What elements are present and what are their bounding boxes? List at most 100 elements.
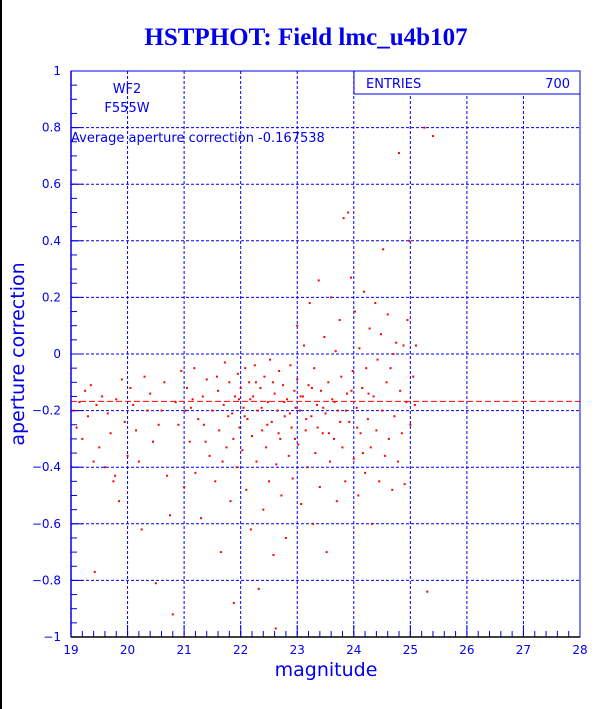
data-point	[296, 324, 299, 327]
data-point	[332, 437, 335, 440]
data-point	[297, 443, 300, 446]
data-point	[347, 211, 350, 214]
data-point	[402, 344, 405, 347]
data-point	[317, 279, 320, 282]
data-point	[322, 406, 325, 409]
data-point	[225, 446, 228, 449]
data-point	[283, 401, 286, 404]
data-point	[81, 437, 84, 440]
data-point	[154, 582, 157, 585]
data-point	[232, 602, 235, 605]
data-point	[253, 364, 256, 367]
data-point	[228, 381, 231, 384]
data-point	[271, 381, 274, 384]
data-point	[405, 401, 408, 404]
data-point	[413, 403, 416, 406]
data-point	[185, 386, 188, 389]
data-point	[263, 375, 266, 378]
data-point	[387, 437, 390, 440]
data-point	[370, 522, 373, 525]
data-point	[301, 395, 304, 398]
data-point	[248, 381, 251, 384]
data-point	[171, 613, 174, 616]
data-point	[290, 426, 293, 429]
data-point	[270, 420, 273, 423]
data-point	[335, 500, 338, 503]
data-point	[353, 310, 356, 313]
data-point	[331, 398, 334, 401]
data-points	[72, 126, 434, 630]
x-tick-label: 22	[233, 643, 248, 657]
data-point	[180, 369, 183, 372]
data-point	[289, 364, 292, 367]
data-point	[279, 437, 282, 440]
data-point	[313, 367, 316, 370]
data-point	[325, 551, 328, 554]
data-point	[232, 437, 235, 440]
data-point	[307, 384, 310, 387]
data-point	[256, 409, 259, 412]
data-point	[265, 446, 268, 449]
data-point	[92, 460, 95, 463]
data-point	[78, 401, 81, 404]
data-point	[349, 276, 352, 279]
data-point	[365, 367, 368, 370]
data-point	[283, 415, 286, 418]
data-point	[364, 471, 367, 474]
data-point	[202, 423, 205, 426]
x-tick-label: 28	[572, 643, 587, 657]
data-point	[362, 290, 365, 293]
y-tick-label: −0.6	[32, 517, 61, 531]
data-point	[218, 429, 221, 432]
data-point	[231, 412, 234, 415]
data-point	[237, 398, 240, 401]
data-point	[260, 406, 263, 409]
data-point	[98, 446, 101, 449]
data-point	[323, 336, 326, 339]
grid	[71, 71, 580, 637]
data-point	[254, 381, 257, 384]
data-point	[287, 454, 290, 457]
data-point	[277, 432, 280, 435]
data-point	[204, 440, 207, 443]
data-point	[344, 409, 347, 412]
data-point	[385, 381, 388, 384]
data-point	[383, 454, 386, 457]
data-point	[163, 381, 166, 384]
y-tick-label: 0.4	[42, 234, 61, 248]
y-tick-label: 0.2	[42, 290, 61, 304]
data-point	[426, 590, 429, 593]
data-point	[267, 480, 270, 483]
data-point	[236, 372, 239, 375]
data-point	[214, 480, 217, 483]
data-point	[300, 502, 303, 505]
data-point	[316, 403, 319, 406]
data-point	[200, 517, 203, 520]
data-point	[351, 369, 354, 372]
data-point	[257, 587, 260, 590]
data-point	[395, 341, 398, 344]
data-point	[262, 508, 265, 511]
stats-value: 700	[545, 77, 570, 92]
y-tick-label: 0.6	[42, 177, 61, 191]
data-point	[303, 344, 306, 347]
data-point	[381, 409, 384, 412]
data-point	[408, 239, 411, 242]
data-point	[299, 395, 302, 398]
data-point	[318, 486, 321, 489]
data-point	[423, 126, 426, 129]
data-point	[329, 460, 332, 463]
data-point	[357, 494, 360, 497]
data-point	[382, 248, 385, 251]
data-point	[266, 401, 269, 404]
data-point	[310, 415, 313, 418]
x-tick-label: 21	[176, 643, 191, 657]
data-point	[191, 398, 194, 401]
data-point	[249, 398, 252, 401]
data-point	[431, 135, 434, 138]
data-point	[312, 522, 315, 525]
data-point	[227, 415, 230, 418]
filter-label: F555W	[104, 101, 149, 116]
data-point	[72, 409, 75, 412]
data-point	[177, 423, 180, 426]
